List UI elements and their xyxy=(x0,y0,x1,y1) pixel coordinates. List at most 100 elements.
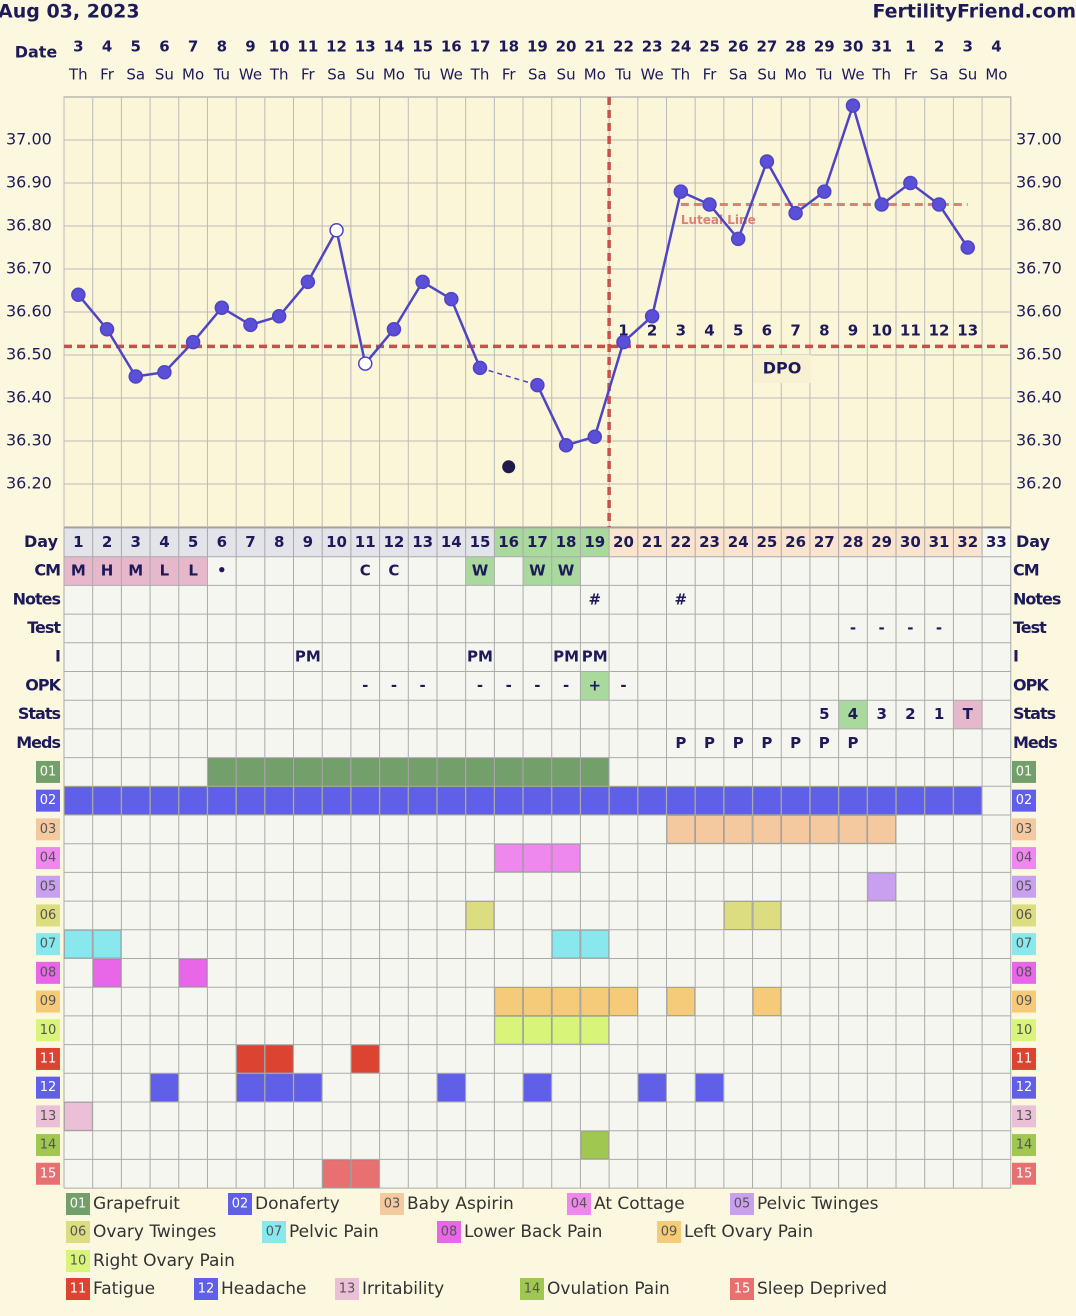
weekday-label: We xyxy=(641,66,664,84)
weekday-label: Mo xyxy=(584,66,606,84)
symptom-cell xyxy=(494,843,523,873)
legend-badge xyxy=(437,1221,461,1243)
day-number: 22 xyxy=(670,533,691,551)
symptom-cell xyxy=(810,786,839,815)
symptom-cell xyxy=(465,901,495,930)
temperature-point xyxy=(329,223,344,238)
temperature-point xyxy=(71,287,86,303)
cell-text: - xyxy=(506,676,512,694)
symptom-code: 01 xyxy=(40,764,57,779)
date-label: 13 xyxy=(355,38,376,56)
symptom-cell xyxy=(523,1016,552,1045)
legend-code: 01 xyxy=(70,1197,87,1212)
symptom-cell xyxy=(236,1073,265,1102)
symptom-code: 08 xyxy=(1016,965,1033,980)
day-number: 9 xyxy=(303,533,313,551)
legend-badge xyxy=(66,1278,90,1300)
cell-text: 3 xyxy=(876,705,886,723)
symptom-cell xyxy=(150,1073,179,1102)
symptom-cell xyxy=(150,786,179,815)
symptom-cell xyxy=(551,757,581,787)
row-label: Stats xyxy=(18,704,61,723)
day-number: 24 xyxy=(728,533,749,551)
legend-name: At Cottage xyxy=(594,1194,685,1214)
symptom-badge xyxy=(36,961,60,984)
date-label: 27 xyxy=(756,38,777,56)
date-label: 22 xyxy=(613,38,634,56)
y2-tick-label: 36.30 xyxy=(1016,431,1062,450)
symptom-badge xyxy=(1012,904,1036,927)
symptom-cell xyxy=(752,786,782,815)
weekday-label: Su xyxy=(557,66,576,84)
cell-text: PM xyxy=(295,648,321,666)
day-number: 6 xyxy=(217,533,227,551)
symptom-cell xyxy=(523,786,552,815)
cell-text: H xyxy=(101,562,114,580)
cell-text: 1 xyxy=(934,705,944,723)
symptom-cell xyxy=(379,786,409,815)
weekday-label: Sa xyxy=(729,66,748,84)
cell-text: - xyxy=(620,676,626,694)
cell-text: - xyxy=(534,676,540,694)
cell-text: L xyxy=(188,562,198,580)
weekday-label: Fr xyxy=(301,66,316,84)
row-label: Notes xyxy=(1013,589,1061,608)
weekday-label: Su xyxy=(757,66,776,84)
weekday-label: Th xyxy=(670,66,690,84)
symptom-cell xyxy=(92,929,122,959)
legend-name: Pelvic Twinges xyxy=(757,1194,879,1214)
weekday-label: Th xyxy=(871,66,891,84)
symptom-cell xyxy=(207,757,236,787)
weekday-label: Sa xyxy=(930,66,949,84)
y-tick-label: 37.00 xyxy=(6,130,52,149)
weekday-label: We xyxy=(841,66,864,84)
legend-badge xyxy=(335,1278,359,1300)
symptom-cell xyxy=(580,1016,609,1045)
symptom-code: 09 xyxy=(40,994,57,1009)
legend-name: Sleep Deprived xyxy=(757,1279,887,1299)
temperature-point xyxy=(357,356,373,371)
symptom-cell xyxy=(523,757,552,787)
weekday-label: We xyxy=(440,66,463,84)
day-number: 16 xyxy=(498,533,519,551)
date-label: 28 xyxy=(785,38,806,56)
cell-highlight xyxy=(92,556,122,586)
legend-code: 06 xyxy=(70,1225,87,1240)
y2-tick-label: 36.40 xyxy=(1016,388,1062,407)
legend-code: 11 xyxy=(70,1282,87,1297)
symptom-cell xyxy=(494,757,523,787)
symptom-cell xyxy=(494,1016,523,1045)
symptom-cell xyxy=(580,757,609,787)
legend-code: 09 xyxy=(661,1225,678,1240)
legend-badge xyxy=(194,1278,218,1300)
luteal-label: Luteal Line xyxy=(681,213,756,227)
weekday-label: Mo xyxy=(383,66,405,84)
symptom-code: 11 xyxy=(1016,1051,1033,1066)
dpo-number: 12 xyxy=(929,322,950,340)
row-label: Meds xyxy=(16,733,60,752)
symptom-cell xyxy=(293,1073,323,1102)
y2-tick-label: 36.50 xyxy=(1016,345,1062,364)
dpo-number: 1 xyxy=(618,322,628,340)
symptom-badge xyxy=(36,847,60,870)
date-label: 8 xyxy=(217,38,227,56)
day-number: 11 xyxy=(355,533,376,551)
symptom-cell xyxy=(752,815,782,844)
legend-name: Donaferty xyxy=(255,1194,340,1214)
y-tick-label: 36.90 xyxy=(6,173,52,192)
dpo-number: 13 xyxy=(957,322,978,340)
day-number: 21 xyxy=(642,533,663,551)
temperature-point xyxy=(300,274,316,290)
temperature-point xyxy=(730,231,746,247)
day-number: 32 xyxy=(957,533,978,551)
dpo-label: DPO xyxy=(763,359,802,378)
day-number: 2 xyxy=(102,533,112,551)
symptom-cell xyxy=(437,757,466,787)
y2-tick-label: 36.70 xyxy=(1016,259,1062,278)
symptom-badge xyxy=(36,1019,60,1042)
weekday-label: Su xyxy=(958,66,977,84)
symptom-code: 02 xyxy=(1016,793,1033,808)
symptom-badge xyxy=(36,1105,60,1128)
symptom-cell xyxy=(236,1044,265,1074)
legend-code: 05 xyxy=(734,1197,751,1212)
